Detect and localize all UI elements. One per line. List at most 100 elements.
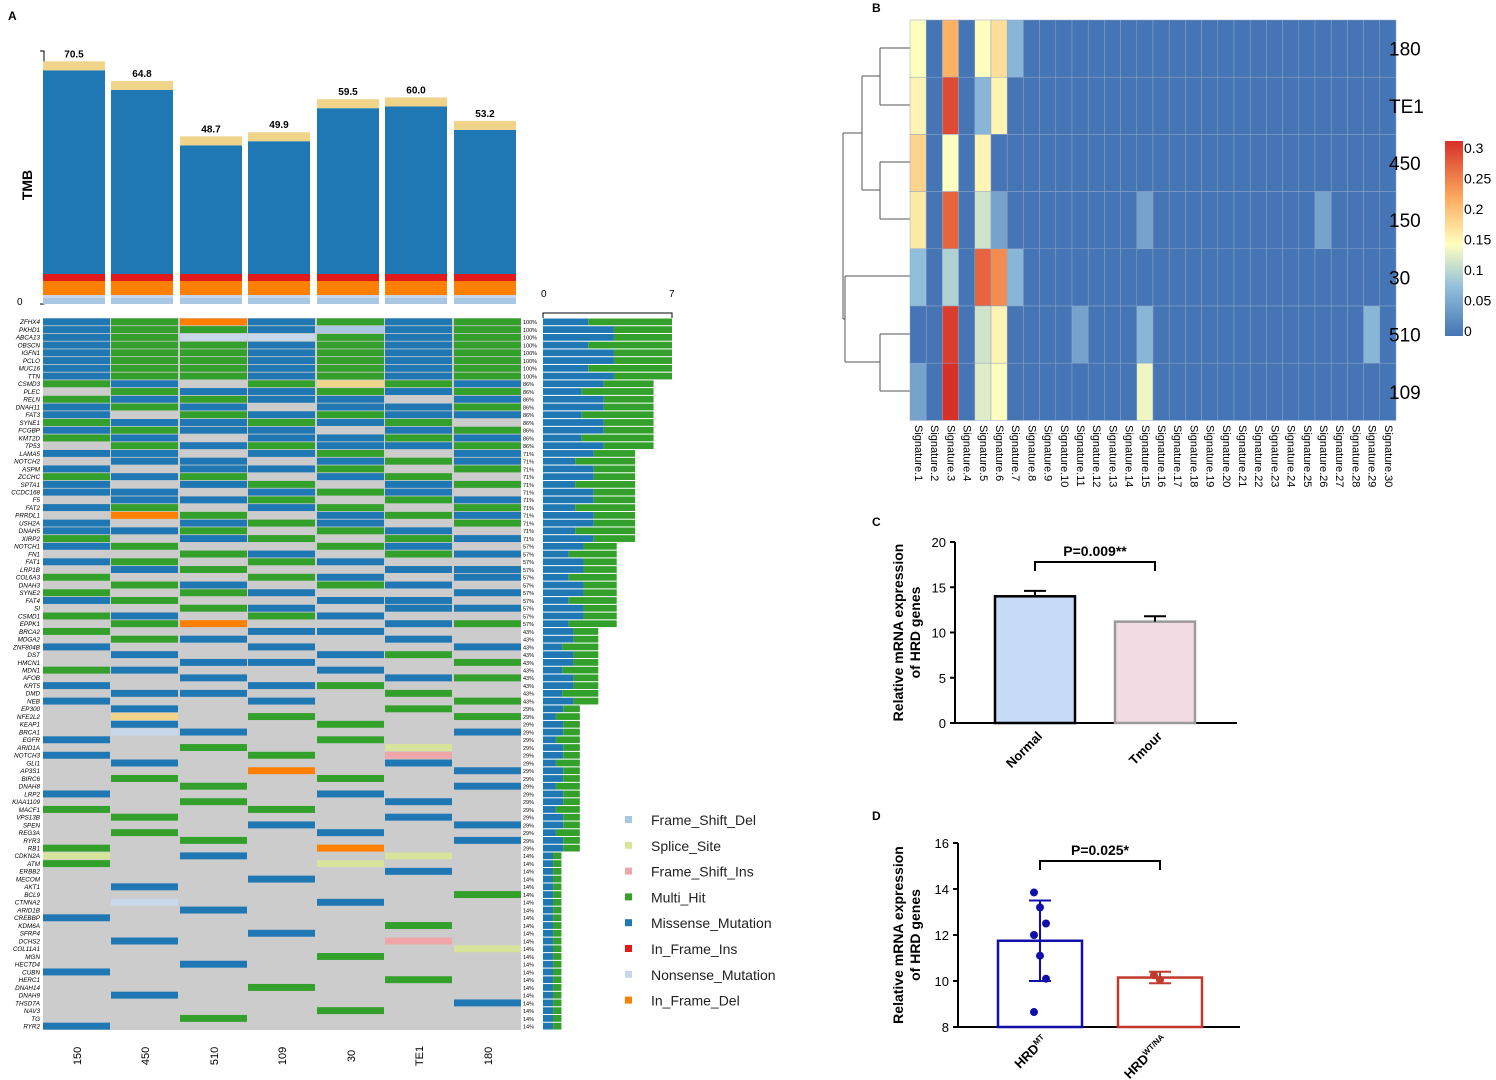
- heatmap-row-label: TE1: [1389, 97, 1424, 118]
- side-bar-multi: [555, 829, 580, 837]
- oncoprint-cell: [248, 442, 315, 450]
- gene-label: FAT1: [26, 559, 40, 566]
- y-tick-label: 16: [935, 836, 949, 851]
- heatmap-column-label: Signature.2: [928, 425, 940, 481]
- heatmap-cell: [990, 362, 1008, 421]
- oncoprint-cell: [111, 991, 178, 999]
- p-value-label: P=0.025*: [1071, 842, 1130, 858]
- oncoprint-cell: [180, 457, 247, 465]
- side-bar-multi: [603, 426, 654, 434]
- side-bar-missense: [543, 535, 594, 542]
- heatmap-column-label: Signature.28: [1349, 425, 1361, 487]
- gene-label: FN1: [28, 551, 40, 558]
- gene-percent-label: 71%: [523, 467, 534, 473]
- heatmap-cell: [958, 191, 976, 250]
- gene-label: CREBBP: [14, 915, 41, 922]
- heatmap-cell: [1104, 19, 1121, 78]
- oncoprint-cell: [43, 852, 110, 860]
- side-bar-missense: [543, 999, 554, 1007]
- side-bar-missense: [543, 511, 594, 519]
- tmb-value-label: 64.8: [132, 69, 152, 80]
- gene-percent-label: 43%: [523, 692, 534, 698]
- gene-percent-label: 43%: [523, 661, 534, 667]
- heatmap-cell: [1104, 362, 1121, 421]
- heatmap-cell: [1039, 19, 1057, 78]
- side-bar-missense: [543, 875, 553, 883]
- gene-label: DNAH14: [15, 985, 40, 992]
- side-bar-missense: [543, 504, 576, 511]
- heatmap-column-label: Signature.8: [1025, 425, 1037, 481]
- gene-label: LAMA5: [19, 451, 40, 458]
- tmb-bar-150-layer-3: [43, 274, 105, 281]
- oncoprint-cell: [454, 836, 521, 844]
- tmb-bar-450-layer-1: [111, 295, 173, 298]
- oncoprint-cell: [385, 689, 452, 697]
- oncoprint-cell: [317, 627, 384, 635]
- oncoprint-cell: [385, 388, 452, 395]
- side-bar-missense: [543, 937, 554, 945]
- oncoprint-cell: [43, 968, 110, 976]
- oncoprint-cell: [385, 442, 452, 450]
- oncoprint-cell: [180, 689, 247, 697]
- tmb-bar-180-missense: [454, 129, 516, 274]
- side-bar-missense: [543, 643, 563, 651]
- side-bar-multi: [553, 929, 562, 937]
- heatmap-cell: [1136, 134, 1154, 192]
- side-bar-multi: [583, 558, 617, 566]
- heatmap-cell: [1136, 248, 1154, 307]
- gene-percent-label: 100%: [523, 320, 537, 326]
- gene-label: FAT3: [26, 412, 41, 419]
- side-bar-missense: [543, 798, 564, 806]
- side-bar-multi: [575, 457, 636, 465]
- heatmap-cell: [958, 76, 976, 135]
- oncoprint-cell: [43, 589, 110, 597]
- oncoprint-cell: [248, 388, 315, 395]
- gene-label: CDKN2A: [14, 853, 40, 860]
- gene-percent-label: 43%: [523, 669, 534, 675]
- oncoprint-cell: [180, 395, 247, 403]
- side-bar-missense: [543, 612, 584, 620]
- heatmap-cell: [909, 19, 927, 78]
- heatmap-cell: [1185, 19, 1202, 78]
- oncoprint-cell: [454, 411, 521, 419]
- side-bar-multi: [563, 837, 580, 844]
- heatmap-cell: [1298, 248, 1316, 307]
- heatmap-cell: [1249, 362, 1267, 421]
- side-bar-missense: [543, 550, 569, 558]
- oncoprint-cell: [111, 333, 178, 341]
- oncoprint-cell: [248, 419, 315, 426]
- gene-label: PLEC: [24, 389, 41, 396]
- oncoprint-cell: [454, 395, 521, 403]
- oncoprint-cell: [317, 1007, 384, 1015]
- heatmap-cell: [1071, 248, 1089, 307]
- gene-label: DCHS2: [19, 938, 41, 945]
- heatmap-cell: [1087, 305, 1105, 364]
- heatmap-cell: [974, 362, 992, 421]
- significance-bracket: [1039, 860, 1161, 870]
- side-bar-missense: [543, 419, 604, 426]
- oncoprint-cell: [248, 504, 315, 512]
- oncoprint-cell: [385, 651, 452, 659]
- oncoprint-cell: [248, 357, 315, 365]
- oncoprint-cell: [385, 511, 452, 519]
- gene-label: NEB: [27, 698, 40, 705]
- gene-label: CSMD1: [18, 613, 40, 620]
- heatmap-cell: [1282, 191, 1300, 250]
- heatmap-cell: [1185, 362, 1202, 421]
- side-bar-multi: [563, 751, 580, 759]
- gene-percent-label: 14%: [523, 939, 534, 945]
- oncoprint-cell: [385, 759, 452, 767]
- side-bar-multi: [593, 535, 636, 542]
- oncoprint-cell: [454, 658, 521, 666]
- side-bar-multi: [568, 597, 617, 604]
- heatmap-cell: [990, 248, 1008, 307]
- gene-label: MDGA2: [18, 637, 41, 644]
- heatmap-cell: [1201, 362, 1219, 421]
- side-bar-multi: [575, 504, 636, 511]
- side-bar-missense: [543, 829, 556, 837]
- gene-label: SYNE1: [19, 420, 40, 427]
- gene-label: USH2A: [19, 520, 40, 527]
- heatmap-cell: [1249, 19, 1267, 78]
- side-bar-missense: [543, 744, 564, 751]
- side-bar-missense: [543, 481, 576, 488]
